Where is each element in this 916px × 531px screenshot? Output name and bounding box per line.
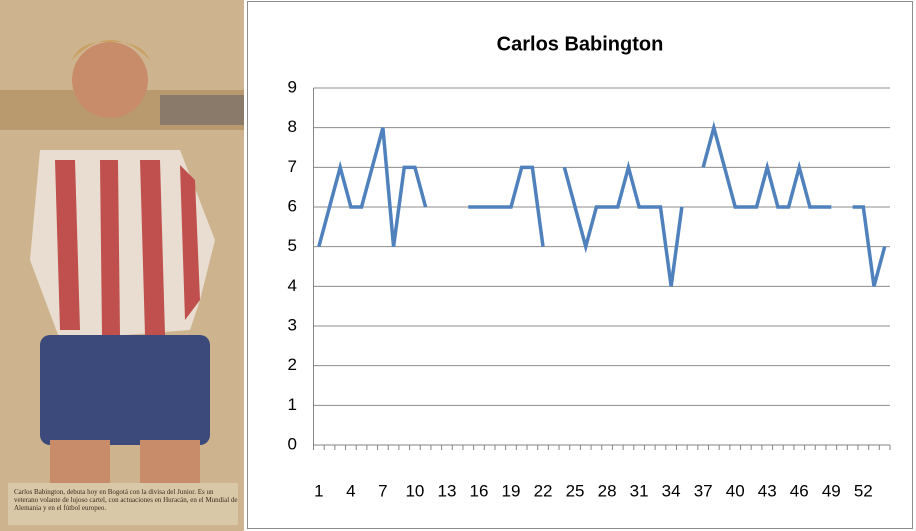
photo-caption: Carlos Babington, debuta hoy en Bogotá c… xyxy=(14,488,238,512)
data-line xyxy=(317,120,887,287)
x-tick-label: 40 xyxy=(726,481,745,500)
chart-title: Carlos Babington xyxy=(497,33,664,55)
x-tick-label: 43 xyxy=(758,481,777,500)
x-tick-label: 7 xyxy=(378,481,387,500)
x-tick-label: 19 xyxy=(502,481,521,500)
y-tick-label: 8 xyxy=(288,117,297,136)
x-tick-label: 10 xyxy=(405,481,424,500)
x-tick-label: 46 xyxy=(790,481,809,500)
y-tick-label: 4 xyxy=(288,276,297,295)
x-tick-label: 31 xyxy=(630,481,649,500)
x-tick-label: 49 xyxy=(822,481,841,500)
y-tick-label: 0 xyxy=(288,434,297,453)
x-tick-label: 13 xyxy=(437,481,456,500)
y-tick-label: 2 xyxy=(288,355,297,374)
x-tick-label: 1 xyxy=(314,481,323,500)
x-tick-label: 22 xyxy=(534,481,553,500)
x-tick-label: 25 xyxy=(566,481,585,500)
photo xyxy=(0,0,244,531)
x-tick-label: 16 xyxy=(470,481,489,500)
y-tick-label: 6 xyxy=(288,196,297,215)
y-tick-label: 1 xyxy=(288,395,297,414)
chart-frame xyxy=(247,1,913,529)
y-tick-label: 3 xyxy=(288,315,297,334)
x-tick-label: 34 xyxy=(662,481,681,500)
x-tick-label: 52 xyxy=(854,481,873,500)
x-tick-label: 4 xyxy=(346,481,355,500)
x-tick-label: 37 xyxy=(694,481,713,500)
y-tick-label: 7 xyxy=(288,157,297,176)
y-tick-label: 5 xyxy=(288,236,297,255)
y-tick-label: 9 xyxy=(288,77,297,96)
x-tick-label: 28 xyxy=(598,481,617,500)
